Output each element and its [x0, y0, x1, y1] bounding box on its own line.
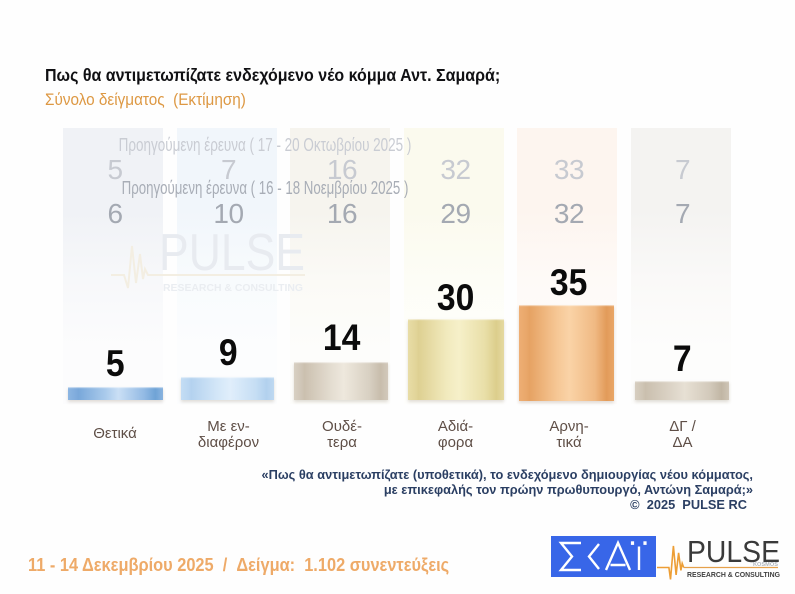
svg-text:RESEARCH & CONSULTING: RESEARCH & CONSULTING	[687, 572, 781, 579]
svg-text:PULSE: PULSE	[159, 224, 305, 282]
svg-text:RESEARCH & CONSULTING: RESEARCH & CONSULTING	[163, 283, 303, 294]
svg-text:PULSE: PULSE	[687, 535, 780, 569]
svg-text:KOSMOS: KOSMOS	[753, 562, 778, 568]
